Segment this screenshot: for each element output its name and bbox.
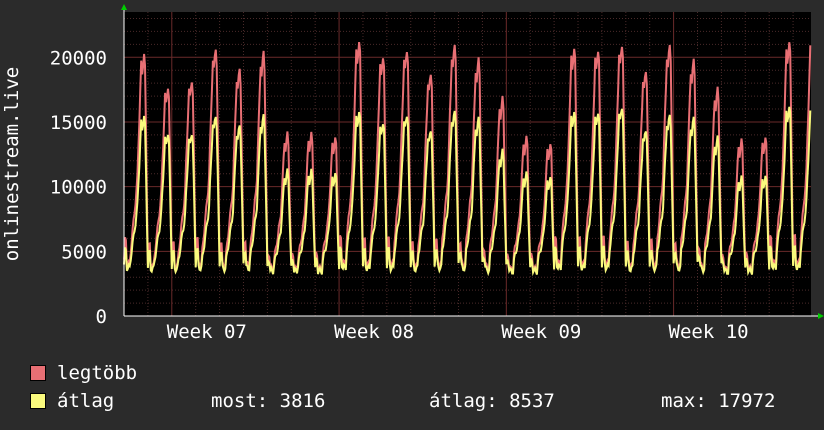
legend-label-avg: átlag <box>57 390 115 412</box>
stat-max: max: 17972 <box>661 390 776 412</box>
legend-label-max: legtöbb <box>57 362 138 384</box>
y-tick-label: 0 <box>96 306 107 328</box>
tick-labels: 0 5000 10000 15000 20000 Week 07 Week 08 Week 0… <box>50 47 749 343</box>
y-axis-label: onlinestream.live <box>1 67 23 261</box>
series-line-avg <box>123 106 812 277</box>
x-tick-label: Week 09 <box>501 321 581 343</box>
legend-item-avg: átlag <box>30 390 114 412</box>
x-tick-label: Week 08 <box>334 321 414 343</box>
series-layer <box>123 41 812 277</box>
x-tick-label: Week 07 <box>167 321 247 343</box>
y-axis-arrow <box>121 4 127 10</box>
x-tick-label: Week 10 <box>669 321 749 343</box>
stat-average: átlag: 8537 <box>429 390 555 412</box>
x-axis-arrow <box>818 313 824 319</box>
stat-current: most: 3816 <box>211 390 326 412</box>
y-tick-label: 20000 <box>50 47 107 69</box>
legend-item-max: legtöbb <box>30 362 137 384</box>
y-tick-label: 10000 <box>50 177 107 199</box>
legend-swatch-avg <box>30 393 46 409</box>
legend-swatch-max <box>30 365 46 381</box>
y-tick-label: 15000 <box>50 112 107 134</box>
y-tick-label: 5000 <box>61 241 107 263</box>
axes <box>121 4 824 319</box>
